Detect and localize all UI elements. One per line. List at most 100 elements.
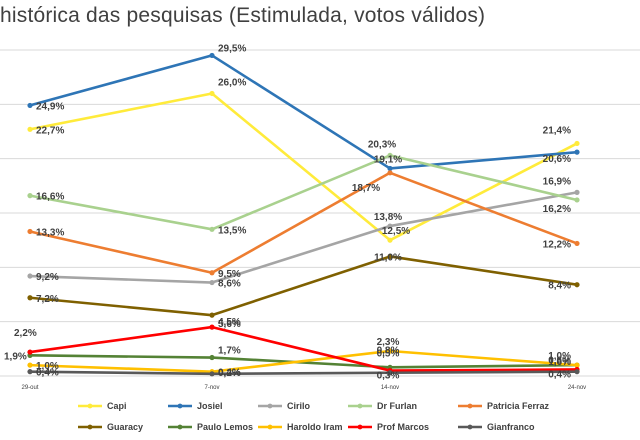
data-label-gianfranco: 0,4%	[36, 368, 59, 379]
series-line-cirilo	[29, 191, 578, 284]
data-label-paulo-lemos: 0,8%	[377, 345, 400, 356]
legend-label-patricia-ferraz: Patricia Ferraz	[487, 401, 550, 411]
series-line-josiel	[29, 54, 578, 170]
data-label-dr-furlan: 16,2%	[543, 204, 571, 215]
data-point-josiel	[27, 102, 33, 109]
data-point-dr-furlan	[209, 226, 215, 232]
data-label-paulo-lemos: 1,9%	[4, 351, 27, 362]
legend-marker-capi	[87, 403, 93, 409]
data-label-cirilo: 13,8%	[374, 212, 402, 223]
data-point-gianfranco	[209, 371, 215, 377]
data-label-cirilo: 8,6%	[218, 279, 241, 290]
legend-marker-patricia-ferraz	[467, 403, 473, 409]
series-line-guaracy	[29, 255, 578, 317]
data-label-guaracy: 5,6%	[218, 319, 241, 330]
legend-label-guaracy: Guaracy	[107, 422, 143, 432]
data-label-haroldo-iram: 0,4%	[218, 368, 241, 379]
x-tick-label: 14-nov	[381, 385, 399, 391]
data-label-guaracy: 11,0%	[374, 252, 402, 263]
data-label-prof-marcos: 0,6%	[548, 355, 571, 366]
chart-title: histórica das pesquisas (Estimulada, vot…	[0, 4, 486, 27]
data-point-josiel	[574, 149, 580, 155]
data-point-paulo-lemos	[209, 354, 215, 361]
data-point-haroldo-iram	[27, 362, 33, 368]
data-point-capi	[387, 237, 393, 243]
legend-label-prof-marcos: Prof Marcos	[377, 422, 429, 432]
data-label-guaracy: 8,4%	[548, 281, 571, 292]
data-point-capi	[209, 90, 215, 97]
data-point-guaracy	[209, 312, 215, 318]
data-point-patricia-ferraz	[387, 170, 393, 176]
data-label-haroldo-iram: 2,3%	[377, 337, 400, 348]
data-point-josiel	[209, 52, 215, 59]
data-point-haroldo-iram	[574, 362, 580, 368]
data-label-prof-marcos: 2,2%	[14, 328, 37, 339]
data-point-patricia-ferraz	[209, 270, 215, 276]
data-label-patricia-ferraz: 18,7%	[352, 183, 380, 194]
legend-marker-dr-furlan	[357, 403, 363, 409]
data-point-capi	[574, 140, 580, 147]
data-label-cirilo: 9,2%	[36, 272, 59, 283]
legend-marker-guaracy	[87, 424, 93, 430]
data-label-josiel: 29,5%	[218, 43, 246, 54]
legend-marker-josiel	[177, 403, 183, 409]
legend-marker-paulo-lemos	[177, 424, 183, 430]
data-label-prof-marcos: 4,5%	[218, 317, 241, 328]
legend-label-dr-furlan: Dr Furlan	[377, 401, 417, 411]
data-point-patricia-ferraz	[27, 228, 33, 235]
data-point-cirilo	[574, 189, 580, 195]
data-point-guaracy	[387, 253, 393, 260]
data-point-gianfranco	[387, 370, 393, 376]
data-labels: 22,7% 26,0% 12,5% 21,4% 24,9% 29,5% 19,1% 20,6%…	[4, 43, 571, 381]
data-point-guaracy	[574, 282, 580, 288]
series-line-prof-marcos	[29, 325, 578, 372]
data-point-gianfranco	[574, 369, 580, 375]
x-tick-label: 29-out	[21, 385, 38, 391]
data-point-patricia-ferraz	[574, 240, 580, 247]
legend-label-gianfranco: Gianfranco	[487, 422, 535, 432]
legend-marker-cirilo	[267, 403, 273, 409]
legend-label-paulo-lemos: Paulo Lemos	[197, 422, 253, 432]
data-label-patricia-ferraz: 9,5%	[218, 269, 241, 280]
series-line-capi	[29, 92, 578, 242]
data-label-dr-furlan: 20,3%	[368, 139, 396, 150]
data-point-cirilo	[209, 279, 215, 286]
data-label-paulo-lemos: 1,7%	[218, 346, 241, 357]
data-label-capi: 26,0%	[218, 77, 246, 88]
data-point-haroldo-iram	[387, 348, 393, 354]
data-point-dr-furlan	[27, 193, 33, 199]
data-label-capi: 12,5%	[382, 226, 410, 237]
data-point-gianfranco	[27, 369, 33, 375]
data-point-prof-marcos	[27, 349, 33, 355]
legend-marker-haroldo-iram	[267, 424, 273, 430]
data-point-cirilo	[387, 223, 393, 229]
data-label-prof-marcos: 0,5%	[377, 349, 400, 360]
x-tick-label: 24-nov	[568, 385, 586, 391]
data-label-patricia-ferraz: 13,3%	[36, 227, 64, 238]
legend-marker-prof-marcos	[357, 424, 363, 430]
data-label-josiel: 19,1%	[374, 154, 402, 165]
series-line-dr-furlan	[29, 154, 578, 231]
data-label-haroldo-iram: 1,6%	[548, 357, 571, 368]
legend-label-capi: Capi	[107, 401, 127, 411]
data-point-prof-marcos	[209, 324, 215, 330]
series-line-haroldo-iram	[29, 349, 578, 373]
data-label-patricia-ferraz: 12,2%	[543, 239, 571, 250]
series-lines	[27, 52, 580, 377]
data-label-josiel: 24,9%	[36, 101, 64, 112]
legend-marker-gianfranco	[467, 424, 473, 430]
data-point-capi	[27, 126, 33, 132]
data-point-cirilo	[27, 273, 33, 279]
data-label-cirilo: 16,9%	[543, 176, 571, 187]
data-point-guaracy	[27, 295, 33, 301]
data-label-dr-furlan: 16,6%	[36, 192, 64, 203]
data-label-paulo-lemos: 1,0%	[548, 351, 571, 362]
data-label-haroldo-iram: 1,0%	[36, 361, 59, 372]
data-label-guaracy: 7,2%	[36, 294, 59, 305]
legend-label-josiel: Josiel	[197, 401, 223, 411]
x-tick-label: 7-nov	[204, 385, 219, 391]
data-label-josiel: 20,6%	[543, 154, 571, 165]
data-point-dr-furlan	[574, 197, 580, 203]
data-point-josiel	[387, 165, 393, 172]
